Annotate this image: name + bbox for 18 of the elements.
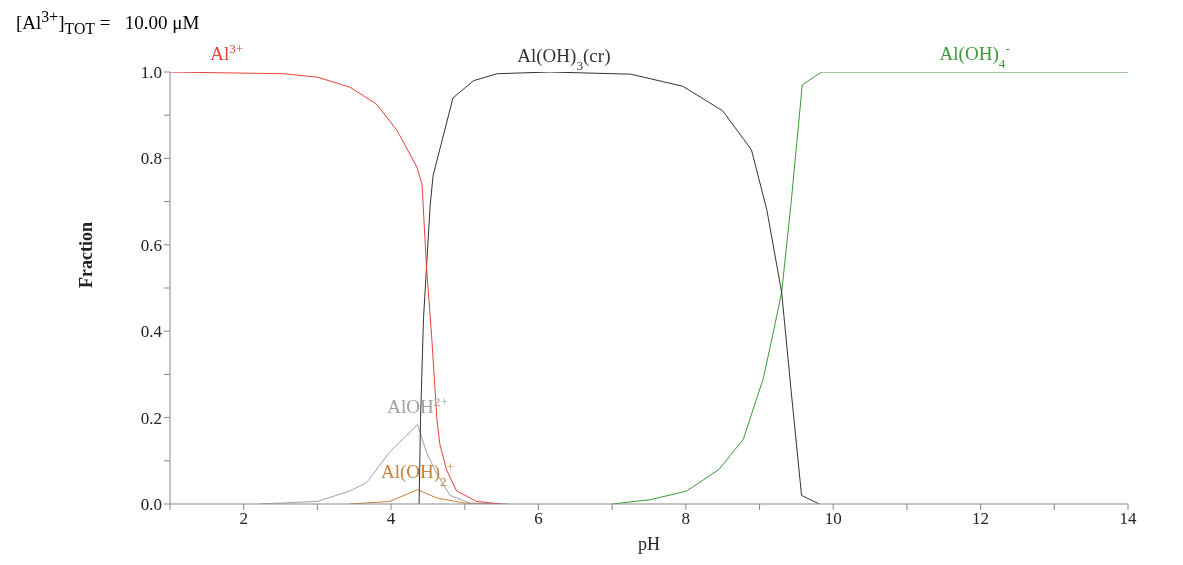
y-tick-label: 0.4 <box>140 322 163 342</box>
y-tick-label: 0.8 <box>140 149 162 169</box>
y-tick-label: 0.6 <box>140 235 162 255</box>
series-label: Al$^{3+}$ <box>210 40 244 64</box>
x-tick-label: 6 <box>534 509 543 529</box>
x-tick-label: 10 <box>824 509 842 529</box>
x-tick-label: 12 <box>972 509 990 529</box>
y-axis-title: Fraction <box>76 222 97 288</box>
series-label: Al(OH)$_{3}$(cr) <box>517 44 611 73</box>
x-axis-title: pH <box>638 534 660 554</box>
x-tick-label: 14 <box>1119 509 1137 529</box>
x-tick-label: 2 <box>239 509 248 529</box>
x-tick-label: 8 <box>681 509 691 529</box>
y-tick-label: 0.0 <box>140 495 162 515</box>
chart-title: [Al$^{3+}$]$_{TOT}$ = 10.00 μM <box>15 8 201 38</box>
y-tick-label: 0.2 <box>140 408 162 428</box>
y-tick-label: 1.0 <box>140 63 162 83</box>
x-tick-label: 4 <box>386 509 396 529</box>
